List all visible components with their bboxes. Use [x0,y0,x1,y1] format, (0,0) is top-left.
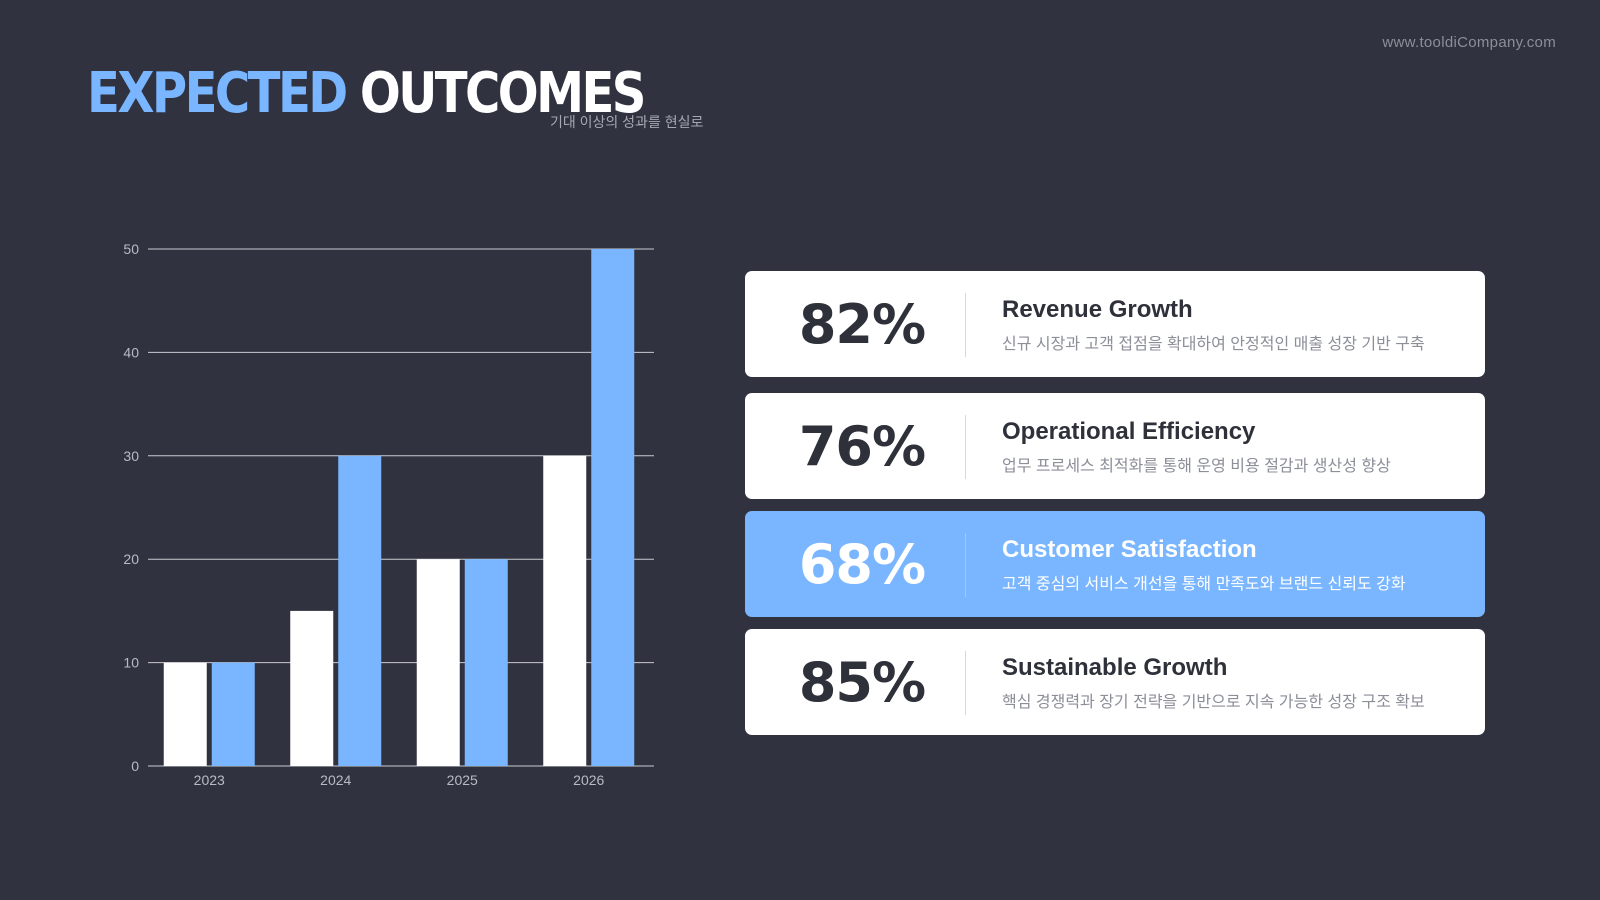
page-title: EXPECTED OUTCOMES [87,66,735,122]
outcome-percentage: 85% [798,650,926,714]
outcome-description: 고객 중심의 서비스 개선을 통해 만족도와 브랜드 신뢰도 강화 [1002,576,1406,593]
outcome-description: 업무 프로세스 최적화를 통해 운영 비용 절감과 생산성 향상 [1002,458,1391,475]
bar [211,662,255,766]
x-tick-label: 2026 [573,772,604,788]
title-part-2: OUTCOMES [359,61,647,126]
outcome-description: 핵심 경쟁력과 장기 전략을 기반으로 지속 가능한 성장 구조 확보 [1002,694,1425,711]
outcome-percentage: 82% [798,292,926,356]
outcome-card-satisfaction: 68% Customer Satisfaction 고객 중심의 서비스 개선을… [745,511,1485,617]
x-tick-label: 2024 [320,772,351,788]
y-tick-label: 0 [131,758,139,774]
y-tick-label: 30 [123,448,139,464]
bar-chart: 0 10 20 30 40 50 2023 2024 2025 2026 [123,241,654,788]
outcome-percentage: 76% [798,414,926,478]
y-tick-label: 50 [123,241,139,257]
bar [591,249,635,766]
x-tick-label: 2025 [447,772,478,788]
bar [464,559,508,766]
outcome-description: 신규 시장과 고객 접점을 확대하여 안정적인 매출 성장 기반 구축 [1002,336,1425,353]
outcome-percentage: 68% [798,532,926,596]
website-url: www.tooldiCompany.com [1382,34,1556,51]
bar [543,455,587,766]
outcome-label: Sustainable Growth [1002,654,1228,681]
outcome-card-efficiency: 76% Operational Efficiency 업무 프로세스 최적화를 … [745,393,1485,499]
y-tick-label: 40 [123,344,139,360]
outcome-label: Revenue Growth [1002,296,1193,323]
card-divider [965,651,966,715]
page-subtitle: 기대 이상의 성과를 현실로 [550,114,704,130]
y-tick-label: 10 [123,655,139,671]
x-tick-label: 2023 [194,772,225,788]
card-divider [965,293,966,357]
bar [163,662,207,766]
card-divider [965,415,966,479]
outcome-card-revenue: 82% Revenue Growth 신규 시장과 고객 접점을 확대하여 안정… [745,271,1485,377]
bar [290,610,334,766]
card-divider [965,533,966,597]
bar [338,455,382,766]
outcome-label: Operational Efficiency [1002,418,1256,445]
bar [416,559,460,766]
y-tick-label: 20 [123,551,139,567]
outcome-card-sustainable: 85% Sustainable Growth 핵심 경쟁력과 장기 전략을 기반… [745,629,1485,735]
title-part-1: EXPECTED [87,61,348,126]
outcome-label: Customer Satisfaction [1002,536,1257,563]
